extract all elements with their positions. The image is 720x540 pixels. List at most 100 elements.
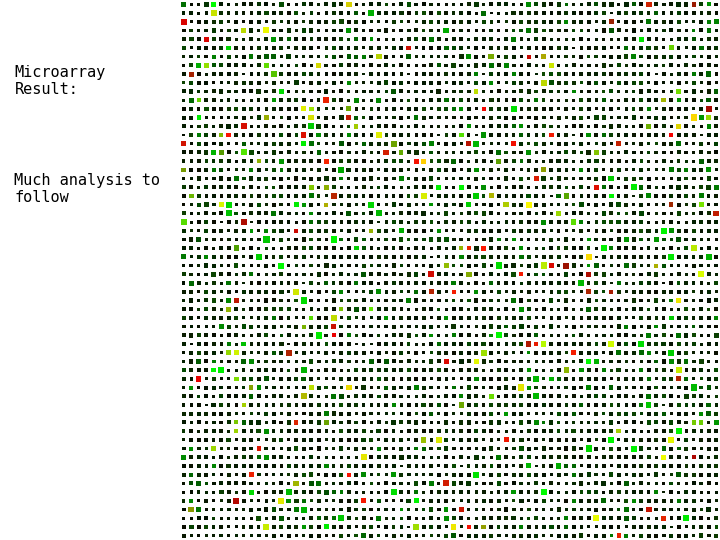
Point xyxy=(478,9,490,17)
Point xyxy=(643,383,654,392)
Point xyxy=(546,157,557,165)
Point xyxy=(261,348,272,357)
Point xyxy=(395,44,407,52)
Point xyxy=(568,26,580,35)
Point xyxy=(238,70,250,78)
Point xyxy=(590,35,602,44)
Point xyxy=(403,401,415,409)
Point xyxy=(366,296,377,305)
Point xyxy=(470,17,482,26)
Point xyxy=(673,375,685,383)
Point xyxy=(500,166,512,174)
Point xyxy=(290,296,302,305)
Point xyxy=(373,200,384,209)
Point xyxy=(560,427,572,435)
Point xyxy=(583,148,595,157)
Point xyxy=(696,383,707,392)
Point xyxy=(673,174,685,183)
Point xyxy=(650,314,662,322)
Point xyxy=(658,87,670,96)
Point xyxy=(696,200,707,209)
Point xyxy=(575,523,587,531)
Point xyxy=(305,366,317,374)
Point xyxy=(395,226,407,235)
Point xyxy=(650,505,662,514)
Point xyxy=(636,523,647,531)
Point xyxy=(680,331,692,340)
Point xyxy=(516,9,527,17)
Point xyxy=(261,0,272,9)
Point xyxy=(403,9,415,17)
Point xyxy=(178,496,189,505)
Point xyxy=(703,192,714,200)
Point xyxy=(606,44,617,52)
Point xyxy=(711,279,720,287)
Point xyxy=(478,70,490,78)
Point xyxy=(276,9,287,17)
Point xyxy=(628,470,639,479)
Point xyxy=(261,375,272,383)
Point xyxy=(508,279,520,287)
Point xyxy=(673,261,685,270)
Point xyxy=(441,348,452,357)
Point xyxy=(598,287,610,296)
Point xyxy=(418,253,430,261)
Point xyxy=(336,505,347,514)
Point xyxy=(673,218,685,226)
Point xyxy=(463,409,474,418)
Point xyxy=(688,331,700,340)
Point xyxy=(380,17,392,26)
Point xyxy=(703,418,714,427)
Point xyxy=(313,366,325,374)
Point xyxy=(313,70,325,78)
Point xyxy=(673,348,685,357)
Point xyxy=(613,44,624,52)
Point xyxy=(268,157,279,165)
Point xyxy=(500,17,512,26)
Point xyxy=(320,52,332,61)
Point xyxy=(178,78,189,87)
Point xyxy=(313,96,325,104)
Point xyxy=(470,340,482,348)
Point xyxy=(636,235,647,244)
Point xyxy=(590,488,602,496)
Point xyxy=(463,479,474,488)
Point xyxy=(680,35,692,44)
Point xyxy=(665,287,677,296)
Point xyxy=(485,17,497,26)
Point xyxy=(366,444,377,453)
Point xyxy=(665,418,677,427)
Point xyxy=(456,505,467,514)
Point xyxy=(208,0,220,9)
Point xyxy=(336,131,347,139)
Point xyxy=(313,105,325,113)
Point xyxy=(463,401,474,409)
Point xyxy=(178,52,189,61)
Point xyxy=(253,279,264,287)
Point xyxy=(508,287,520,296)
Point xyxy=(328,331,340,340)
Point xyxy=(478,383,490,392)
Point xyxy=(313,174,325,183)
Point xyxy=(223,218,235,226)
Point xyxy=(538,209,549,218)
Point xyxy=(673,418,685,427)
Point xyxy=(433,348,444,357)
Point xyxy=(523,531,534,540)
Point xyxy=(215,427,227,435)
Point xyxy=(358,523,369,531)
Point xyxy=(650,357,662,366)
Point xyxy=(508,96,520,104)
Point xyxy=(366,314,377,322)
Point xyxy=(478,61,490,70)
Point xyxy=(380,131,392,139)
Point xyxy=(313,0,325,9)
Point xyxy=(298,270,310,279)
Point xyxy=(373,287,384,296)
Point xyxy=(403,244,415,253)
Point xyxy=(223,192,235,200)
Point xyxy=(351,418,362,427)
Point xyxy=(433,305,444,314)
Point xyxy=(643,52,654,61)
Point xyxy=(380,375,392,383)
